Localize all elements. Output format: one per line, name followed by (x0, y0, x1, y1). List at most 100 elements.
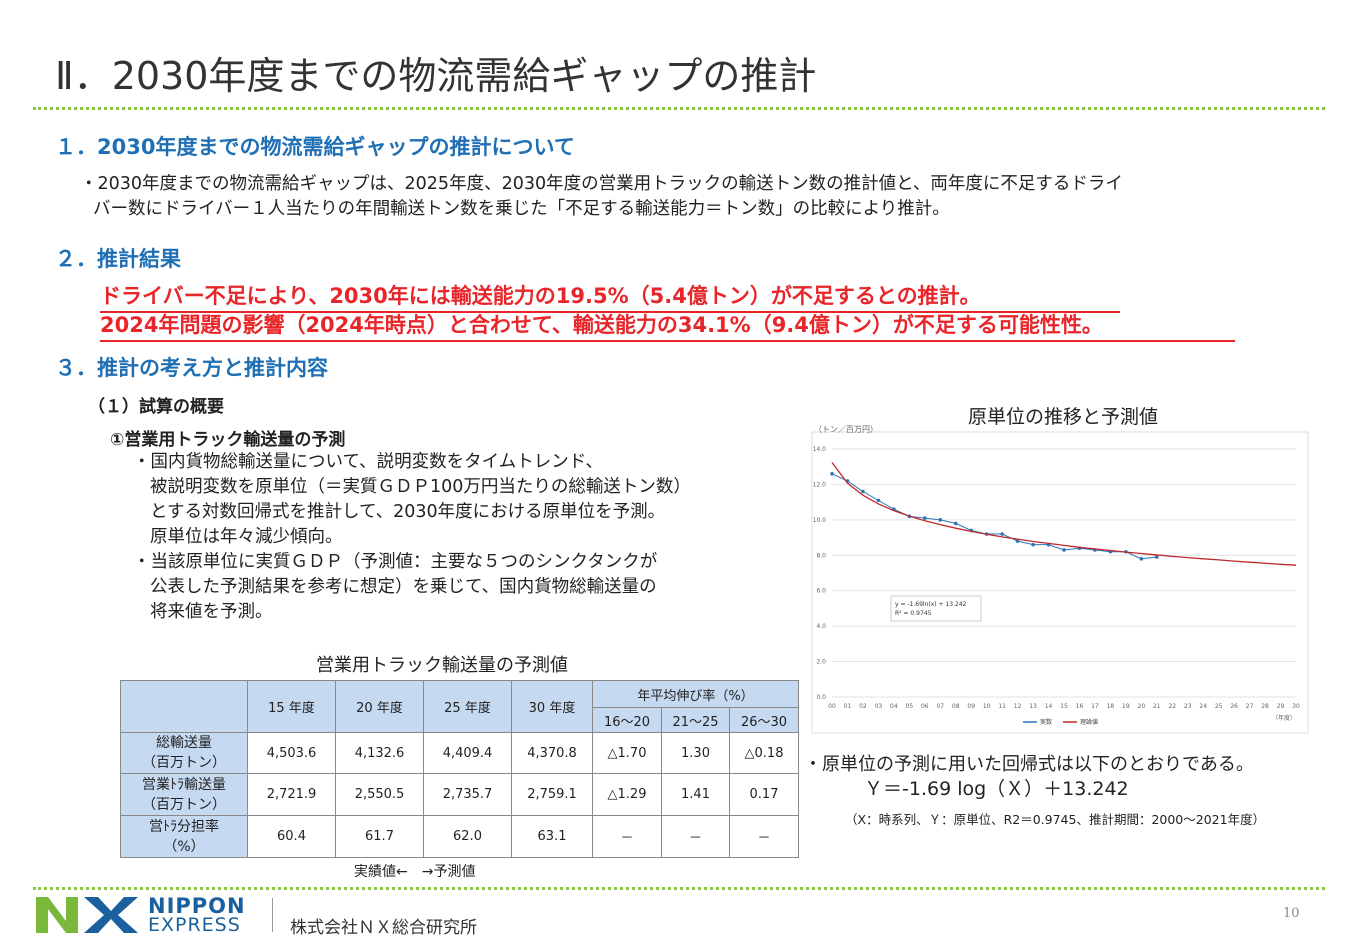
point (923, 516, 927, 520)
subheading: （１）試算の概要 (88, 397, 224, 417)
x-tick-label: 21 (1153, 703, 1161, 710)
table-row: 15 年度 20 年度 25 年度 30 年度 年平均伸び率（%） (120, 680, 799, 733)
series-line (831, 473, 1157, 560)
legend-label: 理論値 (1080, 718, 1098, 726)
table-cell: － (592, 815, 662, 858)
x-tick-label: 02 (859, 703, 867, 710)
column-header: 16～20 (592, 707, 662, 733)
x-tick-label: 28 (1261, 703, 1269, 710)
rule (33, 887, 1325, 890)
x-tick-label: 05 (906, 703, 914, 710)
table-row: 総輸送量 （百万トン） 4,503.6 4,132.6 4,409.4 4,370.8 △1… (120, 732, 799, 774)
x-tick-label: 09 (967, 703, 975, 710)
column-header: 20 年度 (335, 680, 424, 733)
table-title: 営業用トラック輸送量の予測値 (316, 655, 568, 676)
table-cell: 2,735.7 (423, 773, 512, 816)
row-header: 営業ﾄﾗ輸送量 （百万トン） (120, 773, 248, 816)
annotation-box (890, 595, 982, 622)
highlight: ドライバー不足により、2030年には輸送能力の19.5%（5.4億トン）が不足す… (100, 282, 1120, 313)
y-axis-label: （トン／百万円） (814, 425, 878, 434)
x-tick-label: 30 (1292, 703, 1300, 710)
divider (272, 898, 273, 932)
y-tick-label: 14.0 (813, 446, 827, 453)
table-cell: 2,759.1 (511, 773, 593, 816)
table-cell: 0.17 (729, 773, 799, 816)
x-tick-label: 22 (1168, 703, 1176, 710)
table-cell: 60.4 (247, 815, 336, 858)
bullet-line: 公表した予測結果を参考に想定）を乗じて、国内貨物総輸送量の (150, 577, 657, 597)
bullet-line: ・国内貨物総輸送量について、説明変数をタイムトレンド、 (133, 452, 604, 472)
table-cell: △0.18 (729, 732, 799, 774)
x-tick-label: 04 (890, 703, 898, 710)
annotation: y = -1.69ln(x) + 13.242 (895, 601, 967, 608)
y-tick-label: 8.0 (816, 552, 826, 559)
point (1139, 557, 1144, 561)
row-header-line: 総輸送量 (156, 735, 212, 751)
point (1015, 539, 1020, 543)
chart-frame (811, 431, 1309, 734)
table-row: 営業ﾄﾗ輸送量 （百万トン） 2,721.9 2,550.5 2,735.7 2,759.… (120, 773, 799, 816)
point (830, 472, 834, 476)
table-cell: 4,370.8 (511, 732, 593, 774)
point (1155, 555, 1159, 559)
column-header: 15 年度 (247, 680, 336, 733)
x-tick-label: 24 (1199, 703, 1207, 710)
x-tick-label: 11 (998, 703, 1006, 710)
annotation: R² = 0.9745 (895, 610, 932, 617)
legend-label: 実数 (1040, 718, 1052, 726)
x-tick-label: 29 (1277, 703, 1285, 710)
x-tick-label: 25 (1215, 703, 1223, 710)
table-cell: 4,132.6 (335, 732, 424, 774)
regression-formula: Ｙ＝-1.69 log（Ｘ）＋13.242 (864, 778, 1129, 800)
row-header: 営ﾄﾗ分担率 （%） (120, 815, 248, 858)
x-tick-label: 14 (1045, 703, 1053, 710)
bullet-line: 被説明変数を原単位（＝実質ＧＤＰ100万円当たりの総輸送トン数） (150, 477, 691, 497)
table-row: 営ﾄﾗ分担率 （%） 60.4 61.7 62.0 63.1 －－－ (120, 815, 799, 858)
logo-mark (36, 897, 138, 933)
table-cell: － (661, 815, 730, 858)
table-cell: 4,503.6 (247, 732, 336, 774)
table-cell: △1.29 (592, 773, 662, 816)
rule (33, 107, 1325, 110)
x-tick-label: 20 (1138, 703, 1146, 710)
x-tick-label: 00 (828, 703, 836, 710)
series-line (831, 462, 1297, 566)
table-note: 実績値← →予測値 (354, 864, 476, 880)
chart: （トン／百万円） 0.0 2.0 4.0 6.0 8.0 10.0 12.0 14.0 00 01 0… (811, 425, 1309, 734)
x-tick-label: 08 (952, 703, 960, 710)
regression-intro: ・原単位の予測に用いた回帰式は以下のとおりである。 (804, 754, 1254, 775)
column-header: 30 年度 (511, 680, 593, 733)
x-tick-label: 06 (921, 703, 929, 710)
y-tick-label: 2.0 (816, 659, 826, 666)
table-cell (120, 680, 248, 733)
x-tick-label: 19 (1122, 703, 1130, 710)
table-cell: 2,721.9 (247, 773, 336, 816)
point (1031, 542, 1035, 547)
regression-note: （X：時系列、Ｙ：原単位、R2＝0.9745、推計期間：2000～2021年度） (845, 812, 1266, 827)
x-tick-label: 15 (1060, 703, 1068, 710)
row-header: 総輸送量 （百万トン） (120, 732, 248, 774)
table-cell: 61.7 (335, 815, 424, 858)
bullet-line: とする対数回帰式を推計して、2030年度における原単位を予測。 (150, 502, 666, 522)
row-header-line: （百万トン） (142, 755, 226, 771)
page-title: Ⅱ．2030年度までの物流需給ギャップの推計 (55, 54, 817, 98)
heading: ３．推計の考え方と推計内容 (55, 356, 328, 380)
x-tick-label: 03 (875, 703, 883, 710)
row-header-line: （%） (163, 838, 205, 855)
table-cell: － (729, 815, 799, 858)
row-header-line: 営ﾄﾗ分担率 (149, 818, 219, 835)
heading: １．2030年度までの物流需給ギャップの推計について (55, 135, 575, 159)
column-header: 26～30 (729, 707, 799, 733)
x-tick-label: 13 (1029, 703, 1037, 710)
x-tick-label: 01 (844, 703, 852, 710)
point (876, 498, 881, 503)
x-tick-label: 27 (1246, 703, 1254, 710)
table-row: 16～20 21～25 26～30 (121, 707, 799, 733)
x-axis-label: （年度） (1272, 714, 1296, 722)
x-tick-label: 18 (1107, 703, 1115, 710)
heading: ２．推計結果 (55, 247, 181, 271)
bullet-line: ・当該原単位に実質ＧＤＰ（予測値：主要な５つのシンクタンクが (133, 552, 658, 572)
table-cell: △1.70 (592, 732, 662, 774)
x-tick-label: 16 (1076, 703, 1084, 710)
point (953, 521, 958, 526)
